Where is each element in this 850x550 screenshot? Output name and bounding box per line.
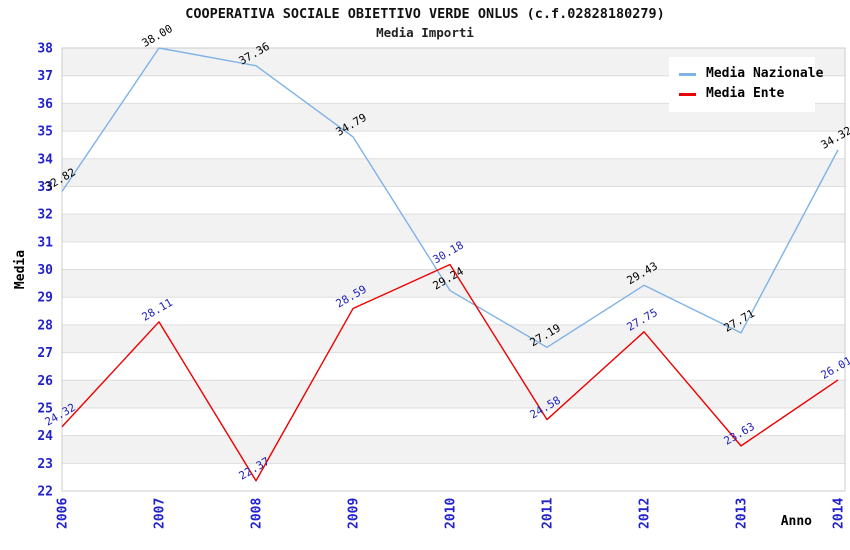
y-tick-label: 25 xyxy=(37,401,53,416)
y-tick-label: 31 xyxy=(37,235,53,250)
plot-band xyxy=(62,214,845,242)
legend-label: Media Nazionale xyxy=(706,66,824,81)
media-ente-line-swatch xyxy=(679,92,696,96)
legend-label: Media Ente xyxy=(706,86,785,101)
y-tick-label: 26 xyxy=(37,374,53,389)
y-tick-label: 36 xyxy=(37,97,53,112)
x-tick-label: 2008 xyxy=(250,498,265,529)
series-line xyxy=(61,47,839,349)
x-tick-label: 2007 xyxy=(153,498,168,529)
x-tick-label: 2013 xyxy=(735,498,750,529)
plot-band xyxy=(62,324,845,353)
x-axis-title: Anno xyxy=(781,514,812,529)
plot-band xyxy=(62,435,845,464)
y-tick-label: 32 xyxy=(37,208,53,223)
y-axis-title: Media xyxy=(13,250,28,289)
plot-band xyxy=(62,380,845,408)
data-point-label: 38.00 xyxy=(140,22,175,50)
series-line xyxy=(61,263,839,482)
media-nazionale-line-swatch xyxy=(679,72,696,76)
y-tick-label: 23 xyxy=(37,457,53,472)
chart-title: COOPERATIVA SOCIALE OBIETTIVO VERDE ONLU… xyxy=(185,6,665,22)
y-tick-label: 33 xyxy=(37,180,53,195)
x-tick-label: 2014 xyxy=(832,498,847,529)
x-tick-label: 2011 xyxy=(541,498,556,529)
chart-legend: Media Nazionale Media Ente xyxy=(669,57,823,112)
y-tick-label: 28 xyxy=(37,318,53,333)
x-tick-label: 2012 xyxy=(638,498,653,529)
x-tick-label: 2010 xyxy=(444,498,459,529)
x-tick-label: 2006 xyxy=(56,498,71,529)
y-tick-label: 29 xyxy=(37,291,53,306)
x-tick-label: 2009 xyxy=(347,498,362,529)
y-tick-label: 37 xyxy=(37,69,53,84)
y-tick-label: 24 xyxy=(37,429,53,444)
y-tick-label: 38 xyxy=(37,42,53,57)
chart-subtitle: Media Importi xyxy=(376,25,474,40)
y-tick-label: 22 xyxy=(37,485,53,500)
y-tick-label: 27 xyxy=(37,346,53,361)
plot-band xyxy=(62,158,845,187)
legend-item-media-nazionale: Media Nazionale xyxy=(679,64,823,84)
y-tick-label: 34 xyxy=(37,152,53,167)
y-tick-label: 35 xyxy=(37,125,53,140)
legend-item-media-ente: Media Ente xyxy=(679,84,815,104)
plot-border xyxy=(61,47,846,492)
y-tick-label: 30 xyxy=(37,263,53,278)
